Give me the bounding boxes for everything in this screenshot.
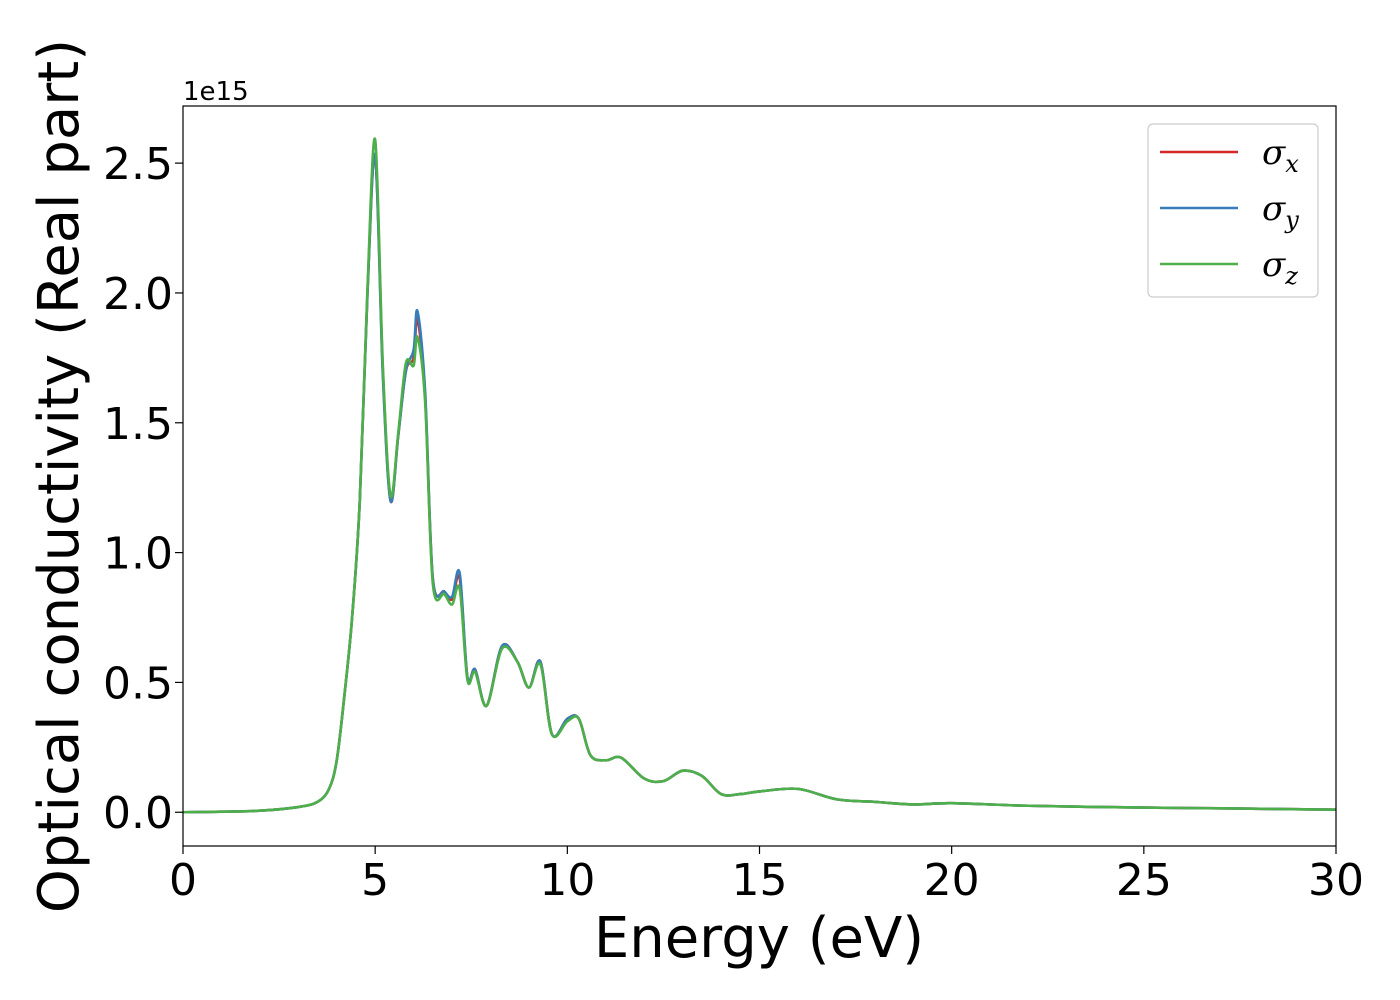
y-tick-label: 2.0 <box>103 269 173 320</box>
x-tick-label: 15 <box>732 855 788 906</box>
x-axis-title: Energy (eV) <box>594 906 924 971</box>
legend-label-x: σx <box>1262 133 1299 178</box>
x-tick-label: 25 <box>1116 855 1172 906</box>
y-tick-label: 1.5 <box>103 399 173 450</box>
legend-symbol: σ <box>1262 189 1286 229</box>
x-tick-label: 20 <box>924 855 980 906</box>
legend-label-z: σz <box>1262 245 1298 290</box>
legend-subscript: x <box>1285 150 1299 178</box>
x-tick-label: 10 <box>539 855 595 906</box>
x-axis: 0 5 10 15 20 25 30 <box>169 846 1364 906</box>
series-layer <box>183 137 1336 814</box>
legend-subscript: z <box>1284 262 1298 290</box>
y-tick-label: 1.0 <box>103 529 173 580</box>
x-tick-label: 0 <box>169 855 197 906</box>
series-line-z <box>183 137 1336 814</box>
y-tick-label: 0.5 <box>103 658 173 709</box>
y-axis-title: Optical conductivity (Real part) <box>27 39 92 913</box>
x-tick-label: 30 <box>1308 855 1364 906</box>
y-axis: 0.0 0.5 1.0 1.5 2.0 2.5 <box>103 139 183 839</box>
y-tick-label: 0.0 <box>103 788 173 839</box>
legend-label-y: σy <box>1262 189 1299 234</box>
legend-subscript: y <box>1284 206 1299 234</box>
y-tick-label: 2.5 <box>103 139 173 190</box>
x-tick-label: 5 <box>361 855 389 906</box>
legend-symbol: σ <box>1262 245 1286 285</box>
legend-box <box>1147 123 1319 298</box>
legend-symbol: σ <box>1262 133 1286 173</box>
y-offset-label: 1e15 <box>183 77 249 107</box>
